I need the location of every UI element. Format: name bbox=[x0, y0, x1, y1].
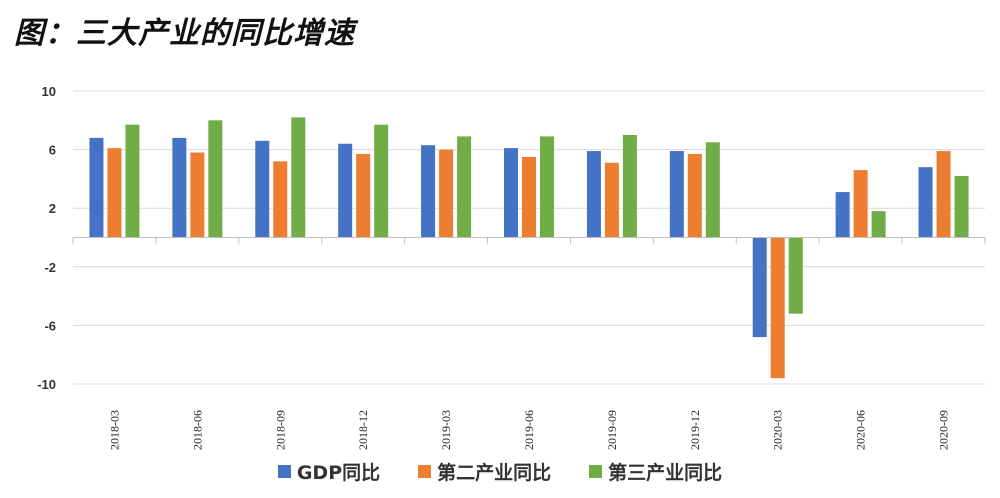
bar-第三产业同比-2020-09 bbox=[954, 175, 969, 238]
bar-第三产业同比-2019-09 bbox=[622, 134, 637, 238]
bar-第二产业同比-2018-12 bbox=[356, 153, 371, 238]
x-axis bbox=[72, 237, 986, 244]
x-tick-label: 2019-12 bbox=[688, 410, 702, 450]
bar-GDP同比-2020-09 bbox=[918, 167, 933, 238]
legend-item: GDP同比 bbox=[277, 458, 381, 485]
legend-swatch bbox=[589, 465, 603, 478]
legend-label: 第三产业同比 bbox=[608, 462, 723, 484]
x-tick-label: 2019-03 bbox=[439, 410, 453, 450]
bar-第三产业同比-2018-06 bbox=[208, 120, 223, 238]
x-tick-label: 2020-09 bbox=[937, 410, 951, 450]
y-tick-label: 6 bbox=[49, 143, 56, 158]
bar-第二产业同比-2018-03 bbox=[107, 148, 122, 238]
bar-第三产业同比-2020-06 bbox=[871, 211, 886, 238]
bar-第三产业同比-2019-06 bbox=[540, 136, 554, 238]
bar-第二产业同比-2019-09 bbox=[604, 162, 619, 238]
bar-第三产业同比-2020-03 bbox=[788, 237, 803, 314]
bar-第二产业同比-2018-09 bbox=[273, 161, 288, 238]
x-tick-label: 2018-12 bbox=[356, 410, 370, 450]
legend-item: 第三产业同比 bbox=[589, 458, 722, 485]
bar-第二产业同比-2020-09 bbox=[936, 151, 951, 238]
y-axis-ticks: 10 6 2 -2 -6 -10 bbox=[37, 84, 56, 392]
bar-GDP同比-2018-09 bbox=[255, 140, 270, 238]
y-tick-label: 2 bbox=[49, 201, 56, 216]
legend: GDP同比 第二产业同比 第三产业同比 bbox=[0, 458, 1000, 485]
x-tick-label: 2019-09 bbox=[605, 410, 619, 450]
bar-第三产业同比-2018-09 bbox=[291, 117, 306, 238]
bar-第二产业同比-2020-03 bbox=[770, 237, 785, 379]
bar-GDP同比-2019-12 bbox=[669, 151, 684, 238]
bar-第二产业同比-2019-06 bbox=[522, 156, 536, 238]
bar-GDP同比-2018-06 bbox=[172, 137, 187, 238]
y-tick-label: -2 bbox=[44, 260, 56, 275]
legend-label: GDP同比 bbox=[296, 462, 381, 484]
bar-第三产业同比-2018-03 bbox=[125, 124, 140, 238]
bar-第三产业同比-2019-03 bbox=[457, 136, 472, 238]
x-tick-label: 2018-03 bbox=[107, 410, 121, 450]
bar-GDP同比-2019-09 bbox=[586, 151, 601, 238]
bar-第三产业同比-2019-12 bbox=[705, 142, 720, 238]
bar-GDP同比-2019-03 bbox=[421, 145, 436, 238]
x-tick-label: 2018-06 bbox=[190, 410, 204, 450]
legend-swatch bbox=[418, 465, 432, 478]
bar-GDP同比-2020-03 bbox=[752, 237, 767, 338]
bar-第二产业同比-2019-12 bbox=[687, 153, 702, 238]
x-tick-label: 2019-06 bbox=[522, 410, 536, 450]
legend-item: 第二产业同比 bbox=[418, 458, 551, 485]
legend-label: 第二产业同比 bbox=[437, 462, 552, 484]
y-tick-label: -6 bbox=[44, 318, 56, 333]
bar-第二产业同比-2018-06 bbox=[190, 152, 205, 238]
bar-GDP同比-2020-06 bbox=[835, 192, 850, 238]
legend-swatch bbox=[277, 465, 291, 478]
y-tick-label: -10 bbox=[37, 377, 56, 392]
x-tick-label: 2020-06 bbox=[854, 410, 868, 450]
y-tick-label: 10 bbox=[42, 84, 56, 99]
bar-第二产业同比-2019-03 bbox=[439, 149, 454, 238]
x-tick-label: 2020-03 bbox=[771, 410, 785, 450]
bar-GDP同比-2019-06 bbox=[504, 148, 518, 238]
bar-第三产业同比-2018-12 bbox=[374, 124, 389, 238]
chart-title: 图：三大产业的同比增速 bbox=[14, 16, 355, 51]
bars bbox=[89, 117, 969, 379]
bar-GDP同比-2018-12 bbox=[338, 143, 353, 238]
bar-第二产业同比-2020-06 bbox=[853, 170, 868, 238]
x-axis-labels: 2018-03 2018-06 2018-09 2018-12 2019-03 2019-… bbox=[107, 410, 950, 450]
x-tick-label: 2018-09 bbox=[273, 410, 287, 450]
bar-GDP同比-2018-03 bbox=[89, 137, 104, 238]
